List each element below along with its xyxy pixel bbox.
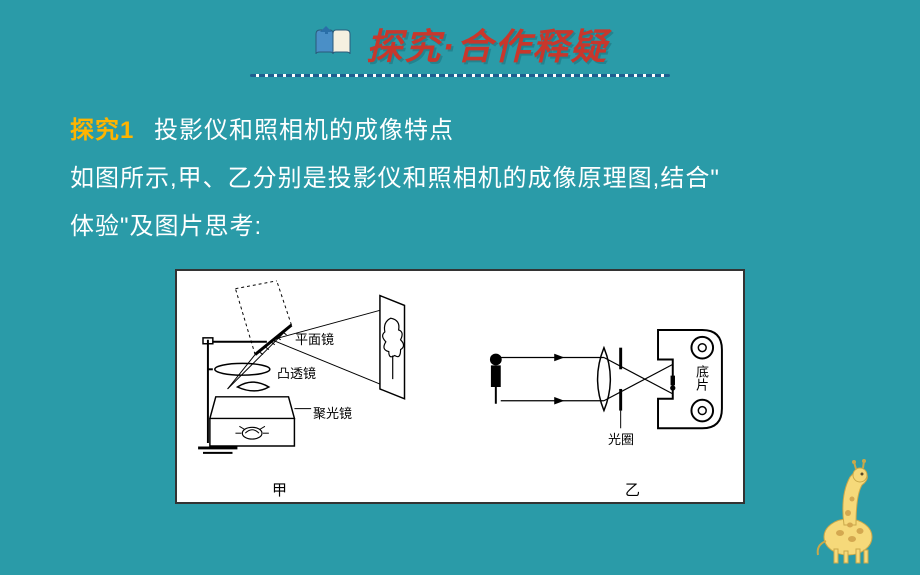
diagram-left: 平面镜 凸透镜 聚光镜 甲 [177,271,460,502]
condenser-label: 聚光镜 [313,403,352,422]
giraffe-icon [800,455,890,565]
book-icon [312,24,354,65]
convex-lens-label: 凸透镜 [277,363,316,382]
line-3: 体验"及图片思考: [70,203,850,251]
title-underline [250,74,670,77]
content-area: 探究1 投影仪和照相机的成像特点 如图所示,甲、乙分别是投影仪和照相机的成像原理… [0,77,920,504]
film-label: 底片 [692,365,711,391]
diagram-right: 光圈 底片 乙 [460,271,743,502]
caption-left: 甲 [272,479,287,500]
line-2: 如图所示,甲、乙分别是投影仪和照相机的成像原理图,结合" [70,155,850,203]
caption-right: 乙 [625,479,640,500]
diagram-container: 平面镜 凸透镜 聚光镜 甲 [175,269,745,504]
section-topic: 投影仪和照相机的成像特点 [154,117,454,144]
section-label: 探究1 [70,117,134,144]
mirror-label: 平面镜 [295,329,334,348]
header: 探究·合作释疑 [0,0,920,77]
line-1: 探究1 投影仪和照相机的成像特点 [70,107,850,155]
aperture-label: 光圈 [608,429,634,448]
page-title: 探究·合作释疑 [366,18,608,70]
